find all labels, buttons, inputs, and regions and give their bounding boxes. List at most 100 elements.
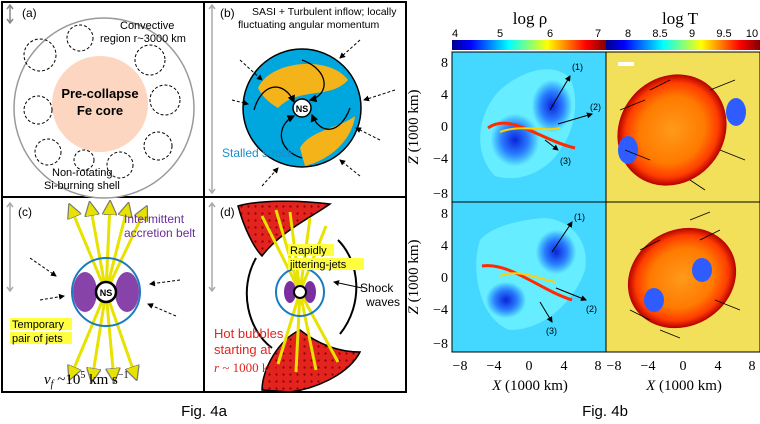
hot-label-1: Hot bubbles [214, 326, 284, 341]
panel-b: (b) SASI + Turbulent inflow; locally flu… [208, 3, 397, 195]
x-tick: 8 [749, 359, 756, 374]
annotation-arrows-top [544, 75, 593, 151]
colorbar-t [606, 40, 760, 50]
cbar-t-tick: 10 [746, 28, 758, 40]
fig4a-caption: Fig. 4a [181, 403, 228, 420]
cbar-rho-ticks: 4 5 6 7 [452, 28, 601, 40]
panel-d: (d) Rapidly jittering-jets Shock waves [208, 200, 400, 393]
belt-label-1: Intermittent [124, 212, 185, 226]
annotation-labels-bottom: (1) (2) (3) [546, 212, 597, 336]
hot-bubble-top [237, 200, 333, 258]
y-label-bottom: Z (1000 km) [406, 239, 422, 314]
scale-arrow-icon [208, 201, 216, 293]
panel-a: (a) Pre-collapse Fe core Convective regi… [6, 3, 195, 199]
fe-core-circle [52, 56, 148, 152]
x-tick: −8 [607, 359, 622, 374]
x-label-left: X (1000 km) [491, 378, 568, 394]
cbar-rho-tick: 6 [547, 28, 553, 40]
x-tick: 4 [715, 359, 722, 374]
panel-c: (c) NS Intermittent accretion belt Temp [6, 201, 196, 390]
fig4b: log ρ log T 4 5 6 7 8 8.5 9 9.5 10 [406, 9, 760, 420]
core-label-2: Fe core [77, 103, 123, 118]
shell-label-2: Si-burning shell [44, 180, 120, 192]
arrow-label: (1) [574, 212, 585, 222]
y-tick: −8 [433, 337, 448, 352]
accretion-belt-left [73, 272, 97, 312]
jets-group [70, 203, 146, 380]
panel-c-ns-label: NS [100, 288, 113, 298]
density-panel-bottom [451, 201, 607, 353]
panel-b-tag: (b) [220, 6, 235, 20]
x-tick: 0 [680, 359, 687, 374]
shell-label-1: Non-rotating [52, 167, 113, 179]
x-label-right: X (1000 km) [645, 378, 722, 394]
y-ticks-bottom: 8 4 0 −4 −8 [433, 207, 448, 352]
ns-circle-c [94, 280, 118, 304]
hot-bubble-bottom [261, 329, 362, 393]
fig4b-caption: Fig. 4b [582, 403, 628, 420]
y-tick: 0 [441, 271, 448, 286]
hot-label-2: starting at [214, 342, 271, 357]
y-label-top: Z (1000 km) [406, 89, 422, 164]
inflow-spirals [253, 59, 351, 159]
shock-wave-left [245, 257, 273, 349]
y-tick: 4 [441, 88, 448, 103]
density-panel-top [451, 51, 607, 203]
title-log-rho: log ρ [513, 9, 547, 28]
y-tick: −4 [433, 152, 448, 167]
arrow-label: (2) [590, 102, 601, 112]
x-tick: −4 [487, 359, 502, 374]
ns-circle [292, 98, 312, 118]
arrow-label: (3) [546, 326, 557, 336]
y-ticks-top: 8 4 0 −4 −8 [433, 56, 448, 202]
convective-label-1: Convective [120, 20, 174, 32]
panel-c-tag: (c) [18, 205, 32, 219]
arrow-label: (2) [586, 304, 597, 314]
jets-label-2: pair of jets [12, 333, 63, 345]
y-tick: 8 [441, 56, 448, 71]
shock-label-1: Shock [360, 281, 394, 295]
jets-label-1: Temporary [12, 319, 64, 331]
y-tick: 0 [441, 120, 448, 135]
sasi-label-2: fluctuating angular momentum [238, 19, 379, 31]
scale-arrow-icon [208, 3, 216, 195]
scale-arrow-icon [6, 3, 14, 25]
y-tick: 8 [441, 207, 448, 222]
fig4a: (a) Pre-collapse Fe core Convective regi… [1, 1, 407, 420]
y-tick: −8 [433, 187, 448, 202]
y-tick: 4 [441, 239, 448, 254]
cbar-t-ticks: 8 8.5 9 9.5 10 [625, 28, 758, 40]
core-label-1: Pre-collapse [61, 86, 138, 101]
shock-wave-right [337, 239, 358, 335]
cbar-rho-tick: 7 [595, 28, 601, 40]
annotation-labels-top: (1) (2) (3) [560, 62, 601, 166]
shock-circle-c [71, 257, 141, 327]
panel-d-tag: (d) [220, 205, 235, 219]
colorbar-rho [452, 40, 606, 50]
accretion-belt-right [115, 272, 139, 312]
sasi-label-1: SASI + Turbulent inflow; locally [252, 6, 397, 18]
stalled-shock-label: Stalled shock [222, 146, 294, 160]
hot-label-3: r ~ 1000 km [214, 360, 278, 375]
convective-label-2: region r~3000 km [100, 33, 186, 45]
arrow-label: (1) [572, 62, 583, 72]
scale-arrow-icon [6, 201, 14, 293]
infall-arrows-c [29, 257, 181, 317]
cbar-rho-tick: 5 [497, 28, 503, 40]
convective-loops [23, 24, 181, 179]
x-tick: 4 [561, 359, 568, 374]
panel-a-tag: (a) [22, 6, 37, 20]
outer-inflow-arrows [231, 39, 396, 187]
y-tick: −4 [433, 303, 448, 318]
cbar-t-tick: 8 [625, 28, 631, 40]
cbar-t-tick: 9.5 [716, 28, 731, 40]
x-ticks-left: −8 −4 0 4 8 [453, 359, 602, 374]
temperature-panel-bottom [605, 201, 760, 353]
cbar-rho-tick: 4 [452, 28, 458, 40]
rapid-label-1: Rapidly [290, 245, 327, 257]
cbar-t-tick: 8.5 [652, 28, 667, 40]
arrow-label: (3) [560, 156, 571, 166]
ns-circle-d [293, 285, 307, 299]
x-tick: 8 [595, 359, 602, 374]
